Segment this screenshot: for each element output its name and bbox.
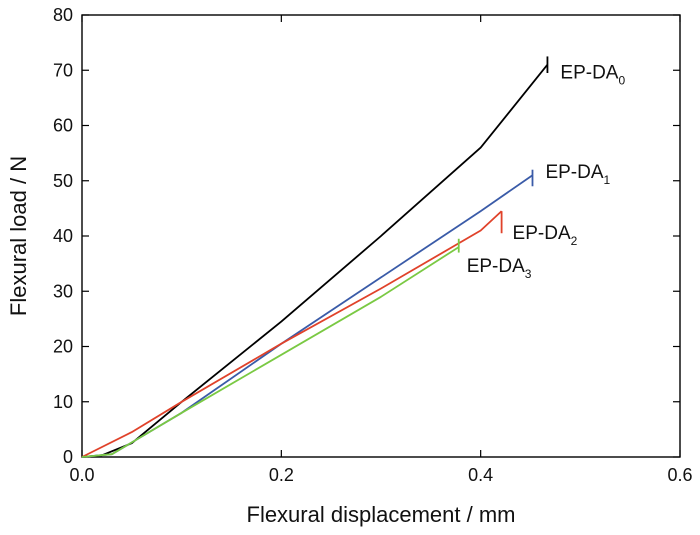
- x-tick-label: 0.6: [667, 465, 692, 485]
- series-layer: [81, 56, 549, 458]
- y-tick-label: 70: [53, 60, 73, 80]
- axis-ticks: 0.0 0.2 0.4 0.6 0 10 20 30 40 50 60 70 80: [53, 5, 693, 485]
- series-label-0: EP-DA0: [560, 63, 625, 88]
- y-tick-label: 60: [53, 116, 73, 136]
- y-tick-label: 30: [53, 281, 73, 301]
- x-axis-title: Flexural displacement / mm: [247, 502, 516, 527]
- y-tick-label: 40: [53, 226, 73, 246]
- series-label-2: EP-DA2: [513, 223, 578, 248]
- series-line-1: [81, 174, 534, 458]
- y-tick-label: 80: [53, 5, 73, 25]
- y-tick-label: 0: [63, 447, 73, 467]
- series-labels: EP-DA0 EP-DA1 EP-DA2 EP-DA3: [467, 63, 626, 281]
- x-tick-label: 0.0: [69, 465, 94, 485]
- series-line-0: [81, 64, 549, 458]
- y-tick-label: 50: [53, 171, 73, 191]
- series-line-3: [81, 246, 460, 458]
- y-tick-label: 10: [53, 392, 73, 412]
- x-tick-label: 0.2: [269, 465, 294, 485]
- series-label-1: EP-DA1: [545, 162, 610, 187]
- y-tick-label: 20: [53, 337, 73, 357]
- y-axis-title: Flexural load / N: [6, 156, 31, 316]
- x-tick-label: 0.4: [468, 465, 493, 485]
- series-line-2: [81, 210, 503, 458]
- series-label-3: EP-DA3: [467, 256, 532, 281]
